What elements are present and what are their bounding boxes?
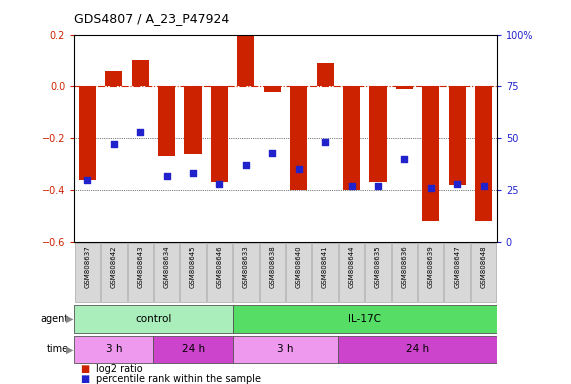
Text: GSM808647: GSM808647	[454, 246, 460, 288]
Bar	[211, 86, 228, 182]
FancyBboxPatch shape	[418, 243, 444, 302]
FancyBboxPatch shape	[260, 243, 285, 302]
Text: GSM808639: GSM808639	[428, 246, 434, 288]
Bar	[158, 86, 175, 156]
Bar	[132, 61, 149, 86]
Point	[268, 150, 277, 156]
Bar	[475, 86, 492, 221]
Text: GDS4807 / A_23_P47924: GDS4807 / A_23_P47924	[74, 12, 230, 25]
Point	[109, 141, 118, 147]
Text: GSM808640: GSM808640	[296, 246, 301, 288]
FancyBboxPatch shape	[233, 305, 497, 333]
Bar	[105, 71, 122, 86]
Point	[136, 129, 145, 135]
Bar	[79, 86, 96, 180]
Point	[400, 156, 409, 162]
Text: ■: ■	[80, 374, 89, 384]
FancyBboxPatch shape	[74, 336, 154, 363]
Bar	[369, 86, 387, 182]
Point	[294, 166, 303, 172]
FancyBboxPatch shape	[154, 336, 233, 363]
FancyBboxPatch shape	[180, 243, 206, 302]
FancyBboxPatch shape	[233, 336, 338, 363]
Text: time: time	[46, 344, 69, 354]
Text: 24 h: 24 h	[406, 344, 429, 354]
FancyBboxPatch shape	[101, 243, 127, 302]
Text: GSM808648: GSM808648	[481, 246, 486, 288]
FancyBboxPatch shape	[444, 243, 470, 302]
Point	[373, 183, 383, 189]
Text: GSM808634: GSM808634	[164, 246, 170, 288]
Text: log2 ratio: log2 ratio	[96, 364, 143, 374]
Point	[83, 177, 92, 183]
Point	[162, 172, 171, 179]
Text: GSM808643: GSM808643	[137, 246, 143, 288]
Text: GSM808638: GSM808638	[270, 246, 275, 288]
Text: GSM808641: GSM808641	[322, 246, 328, 288]
Text: control: control	[135, 314, 172, 324]
Text: GSM808635: GSM808635	[375, 246, 381, 288]
Bar	[343, 86, 360, 190]
Bar	[449, 86, 466, 185]
Point	[347, 183, 356, 189]
Bar	[264, 86, 281, 92]
Bar	[238, 35, 255, 86]
Text: ■: ■	[80, 364, 89, 374]
Text: IL-17C: IL-17C	[348, 314, 381, 324]
Text: GSM808637: GSM808637	[85, 246, 90, 288]
Text: 3 h: 3 h	[106, 344, 122, 354]
Text: ▶: ▶	[66, 344, 73, 354]
Text: 3 h: 3 h	[278, 344, 293, 354]
FancyBboxPatch shape	[127, 243, 153, 302]
Text: percentile rank within the sample: percentile rank within the sample	[96, 374, 261, 384]
Text: 24 h: 24 h	[182, 344, 204, 354]
Text: GSM808636: GSM808636	[401, 246, 407, 288]
Bar	[184, 86, 202, 154]
Text: agent: agent	[41, 314, 69, 324]
Point	[320, 139, 329, 146]
FancyBboxPatch shape	[154, 243, 179, 302]
Text: GSM808645: GSM808645	[190, 246, 196, 288]
Point	[453, 181, 462, 187]
Point	[426, 185, 435, 191]
FancyBboxPatch shape	[338, 336, 497, 363]
FancyBboxPatch shape	[365, 243, 391, 302]
Bar	[396, 86, 413, 89]
Point	[479, 183, 488, 189]
FancyBboxPatch shape	[286, 243, 311, 302]
Point	[215, 181, 224, 187]
Text: GSM808644: GSM808644	[348, 246, 355, 288]
FancyBboxPatch shape	[207, 243, 232, 302]
FancyBboxPatch shape	[339, 243, 364, 302]
FancyBboxPatch shape	[392, 243, 417, 302]
Text: GSM808642: GSM808642	[111, 246, 117, 288]
FancyBboxPatch shape	[75, 243, 100, 302]
FancyBboxPatch shape	[74, 305, 233, 333]
Bar	[316, 63, 333, 86]
Text: GSM808633: GSM808633	[243, 246, 249, 288]
Text: ▶: ▶	[66, 314, 73, 324]
FancyBboxPatch shape	[312, 243, 338, 302]
Text: GSM808646: GSM808646	[216, 246, 223, 288]
FancyBboxPatch shape	[233, 243, 259, 302]
Bar	[422, 86, 439, 221]
Point	[242, 162, 251, 168]
Point	[188, 170, 198, 177]
FancyBboxPatch shape	[471, 243, 496, 302]
Bar	[290, 86, 307, 190]
